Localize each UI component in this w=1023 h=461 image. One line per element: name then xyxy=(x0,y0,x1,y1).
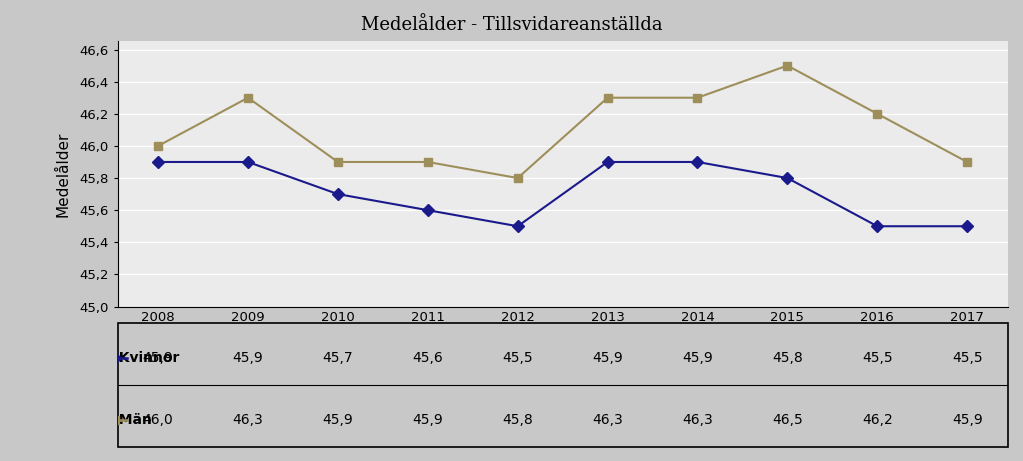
Text: 46,2: 46,2 xyxy=(862,413,893,427)
Text: 46,0: 46,0 xyxy=(143,413,174,427)
Text: 45,9: 45,9 xyxy=(412,413,443,427)
Text: 45,6: 45,6 xyxy=(412,350,443,365)
Text: 45,9: 45,9 xyxy=(682,350,713,365)
Text: 45,5: 45,5 xyxy=(862,350,893,365)
Text: 45,8: 45,8 xyxy=(502,413,533,427)
Text: Medelålder - Tillsvidareanställda: Medelålder - Tillsvidareanställda xyxy=(361,16,662,34)
Text: 45,9: 45,9 xyxy=(232,350,263,365)
Text: Män: Män xyxy=(108,413,151,427)
Text: 46,5: 46,5 xyxy=(772,413,803,427)
Text: 45,9: 45,9 xyxy=(143,350,174,365)
Text: Kvinnor: Kvinnor xyxy=(108,350,179,365)
Text: 45,5: 45,5 xyxy=(502,350,533,365)
Text: 45,7: 45,7 xyxy=(322,350,353,365)
Text: 46,3: 46,3 xyxy=(682,413,713,427)
Y-axis label: Medelålder: Medelålder xyxy=(56,131,71,217)
Text: 45,9: 45,9 xyxy=(322,413,353,427)
Text: 46,3: 46,3 xyxy=(232,413,263,427)
Text: 45,9: 45,9 xyxy=(951,413,982,427)
Text: 45,5: 45,5 xyxy=(951,350,982,365)
Text: 45,8: 45,8 xyxy=(772,350,803,365)
Text: 45,9: 45,9 xyxy=(592,350,623,365)
Text: 46,3: 46,3 xyxy=(592,413,623,427)
